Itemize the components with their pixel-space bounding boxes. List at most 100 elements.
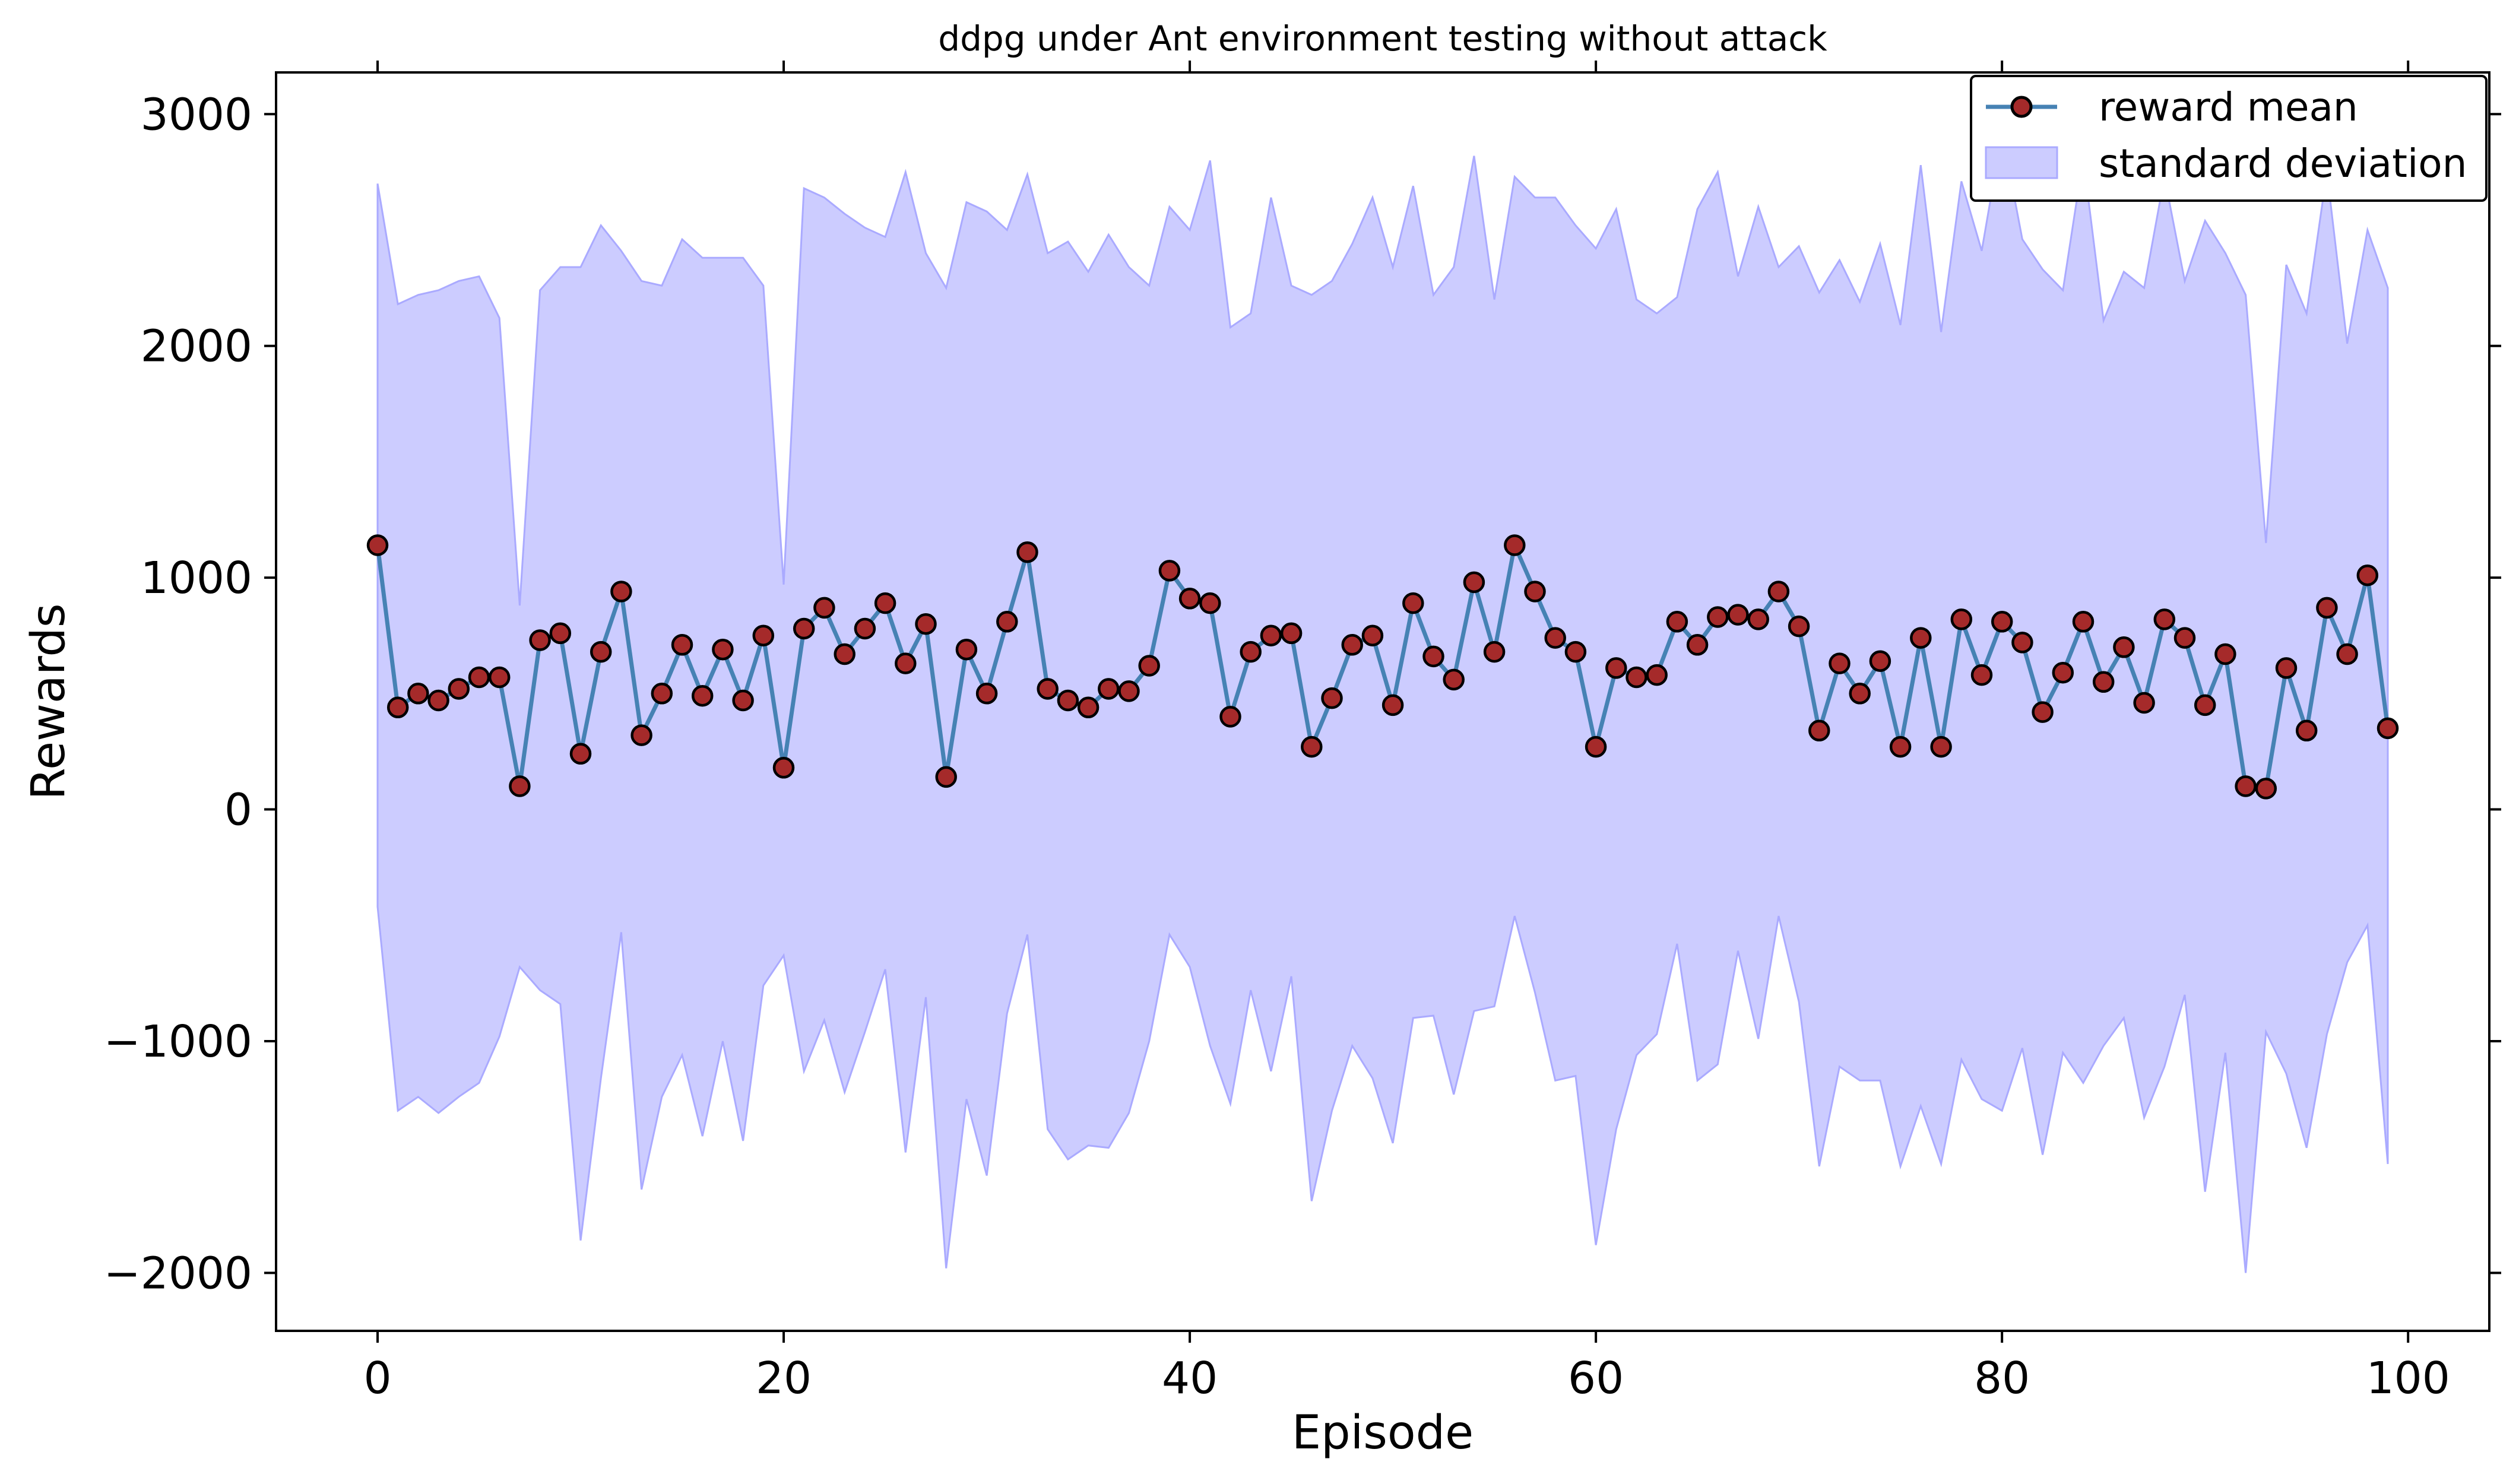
data-point-82 bbox=[2032, 701, 2054, 723]
legend: reward mean standard deviation bbox=[1970, 75, 2488, 202]
plot-frame bbox=[275, 71, 2491, 1332]
data-point-87 bbox=[2133, 692, 2155, 714]
data-point-37 bbox=[1118, 680, 1140, 702]
data-point-40 bbox=[1178, 588, 1201, 610]
y-tick-label: 3000 bbox=[141, 89, 252, 140]
data-point-89 bbox=[2173, 627, 2196, 649]
data-point-84 bbox=[2072, 611, 2095, 633]
data-point-21 bbox=[793, 617, 815, 640]
y-tick-label: −2000 bbox=[104, 1248, 252, 1299]
data-point-36 bbox=[1098, 678, 1120, 700]
data-point-26 bbox=[895, 652, 917, 674]
data-point-43 bbox=[1240, 640, 1262, 663]
y-tick-label: 0 bbox=[224, 785, 252, 836]
data-point-17 bbox=[712, 638, 734, 661]
data-point-19 bbox=[752, 624, 775, 646]
data-point-71 bbox=[1808, 719, 1830, 742]
data-point-30 bbox=[975, 683, 998, 705]
data-point-5 bbox=[468, 666, 490, 689]
legend-label-standard-deviation: standard deviation bbox=[2099, 141, 2467, 186]
data-point-61 bbox=[1605, 657, 1627, 679]
data-point-18 bbox=[732, 689, 754, 712]
data-point-20 bbox=[772, 757, 795, 779]
data-point-27 bbox=[915, 613, 937, 635]
data-point-31 bbox=[996, 611, 1018, 633]
data-point-46 bbox=[1301, 735, 1323, 758]
data-point-45 bbox=[1280, 622, 1303, 645]
data-point-15 bbox=[671, 634, 693, 656]
data-point-74 bbox=[1869, 650, 1891, 672]
legend-label-reward-mean: reward mean bbox=[2099, 84, 2358, 130]
data-point-67 bbox=[1727, 604, 1749, 626]
mean-line-layer bbox=[375, 543, 2390, 791]
data-point-9 bbox=[549, 622, 572, 645]
data-point-29 bbox=[955, 638, 978, 661]
data-point-62 bbox=[1626, 666, 1647, 689]
data-point-99 bbox=[2377, 717, 2399, 740]
mean-marker-layer bbox=[366, 534, 2399, 800]
data-point-1 bbox=[386, 696, 409, 719]
data-point-72 bbox=[1829, 652, 1851, 674]
x-tick-label: 100 bbox=[2366, 1353, 2450, 1404]
data-point-64 bbox=[1666, 611, 1688, 633]
data-point-75 bbox=[1889, 735, 1912, 758]
x-tick-label: 60 bbox=[1568, 1353, 1624, 1404]
data-point-69 bbox=[1767, 581, 1790, 603]
legend-band-swatch bbox=[1985, 146, 2058, 179]
x-tick-label: 80 bbox=[1974, 1353, 2030, 1404]
data-point-76 bbox=[1910, 627, 1932, 649]
data-point-52 bbox=[1422, 645, 1444, 668]
data-point-6 bbox=[488, 666, 511, 689]
legend-marker-swatch bbox=[2010, 96, 2033, 118]
y-tick-label: 2000 bbox=[141, 321, 252, 372]
data-point-50 bbox=[1382, 694, 1404, 716]
data-point-78 bbox=[1950, 608, 1973, 630]
data-point-33 bbox=[1037, 678, 1059, 700]
data-point-55 bbox=[1483, 640, 1506, 663]
data-point-12 bbox=[610, 581, 632, 603]
data-point-8 bbox=[529, 629, 551, 651]
data-point-60 bbox=[1585, 735, 1607, 758]
data-point-93 bbox=[2255, 778, 2277, 800]
data-point-28 bbox=[935, 766, 957, 788]
data-point-77 bbox=[1930, 735, 1952, 758]
data-point-54 bbox=[1463, 571, 1485, 594]
data-point-90 bbox=[2194, 694, 2216, 716]
data-point-96 bbox=[2316, 597, 2338, 619]
data-point-34 bbox=[1057, 689, 1079, 712]
data-point-91 bbox=[2214, 643, 2236, 665]
data-point-68 bbox=[1747, 608, 1769, 630]
reward-mean-line bbox=[375, 543, 2390, 791]
data-point-3 bbox=[427, 689, 449, 712]
data-point-81 bbox=[2011, 632, 2033, 654]
x-tick-label: 40 bbox=[1162, 1353, 1218, 1404]
y-tick-label: −1000 bbox=[104, 1016, 252, 1067]
data-point-41 bbox=[1199, 592, 1221, 614]
data-point-23 bbox=[834, 643, 855, 665]
data-point-58 bbox=[1544, 627, 1566, 649]
data-point-92 bbox=[2235, 775, 2257, 797]
data-point-25 bbox=[874, 592, 896, 614]
data-point-83 bbox=[2052, 661, 2074, 684]
tick-layer: 0 20 40 60 80 100 −2000 −1000 0 1000 2000 3000 bbox=[104, 61, 2501, 1404]
y-axis-label: Rewards bbox=[22, 603, 75, 800]
data-point-59 bbox=[1564, 640, 1587, 663]
data-point-22 bbox=[813, 597, 835, 619]
data-point-51 bbox=[1402, 592, 1424, 614]
data-point-14 bbox=[651, 683, 673, 705]
data-point-0 bbox=[366, 534, 389, 556]
data-point-38 bbox=[1138, 655, 1160, 677]
chart-title: ddpg under Ant environment testing witho… bbox=[938, 18, 1827, 59]
data-point-66 bbox=[1707, 606, 1729, 628]
data-point-57 bbox=[1524, 581, 1546, 603]
data-point-24 bbox=[854, 617, 876, 640]
data-point-53 bbox=[1443, 668, 1465, 691]
data-point-32 bbox=[1016, 541, 1038, 563]
x-tick-label: 20 bbox=[756, 1353, 812, 1404]
data-point-65 bbox=[1686, 634, 1709, 656]
data-point-95 bbox=[2295, 719, 2318, 742]
data-point-10 bbox=[569, 743, 592, 765]
data-point-48 bbox=[1341, 634, 1363, 656]
data-point-85 bbox=[2092, 671, 2115, 693]
